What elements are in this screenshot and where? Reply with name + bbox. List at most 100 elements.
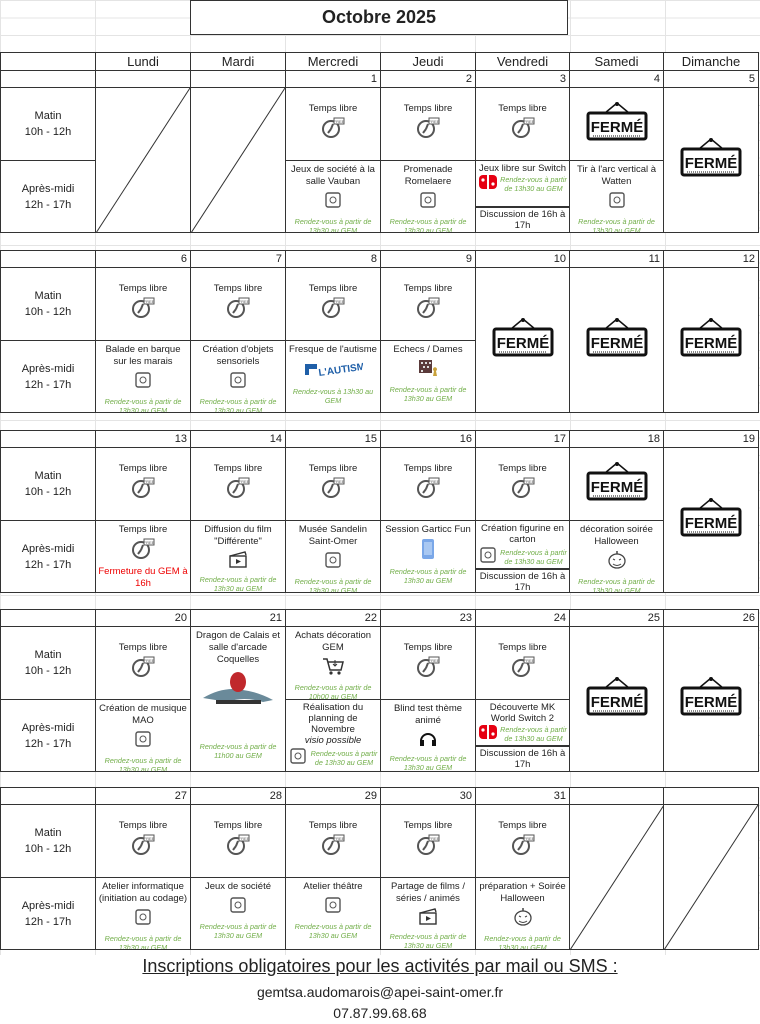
activity-title: préparation + Soirée Halloween — [479, 881, 566, 904]
afternoon-slot-label: Après-midi 12h - 17h — [0, 160, 96, 233]
svg-text:FREE: FREE — [429, 119, 440, 124]
activity-extra: Discussion de 16h à 17h — [476, 568, 569, 592]
activity-title: Blind test thème animé — [393, 703, 463, 726]
svg-text:L'AUTISME: L'AUTISME — [318, 361, 363, 379]
slot-name: Matin — [34, 470, 62, 482]
day-header-4: Vendredi — [475, 52, 570, 71]
closed-sign-icon: FERMÉ — [585, 461, 649, 507]
activity-title: Session Garticc Fun — [385, 524, 471, 535]
morning-activity: Temps libre FREE — [475, 626, 570, 700]
slot-hours: 10h - 12h — [24, 843, 72, 855]
day-header-5: Samedi — [569, 52, 664, 71]
day-date: 8 — [285, 250, 381, 268]
empty-day-cell — [569, 804, 664, 950]
slot-hours: 12h - 17h — [24, 558, 72, 571]
day-date: 9 — [380, 250, 476, 268]
closed-day-cell: FERMÉ — [569, 267, 664, 413]
cardboard-figure-icon — [478, 545, 498, 568]
day-header-1: Mardi — [190, 52, 286, 71]
board-game-icon — [323, 190, 343, 214]
day-date: 20 — [95, 609, 191, 627]
afternoon-activity: Jeux libre sur Switch Rendez-vous à parti… — [475, 160, 570, 233]
activity-title: Balade en barque sur les marais — [105, 344, 181, 367]
activity-extra: Discussion de 16h à 17h — [476, 745, 569, 771]
activity-note: Rendez-vous à partir de 13h30 au GEM — [578, 217, 655, 233]
activity-title: Temps libre — [498, 642, 547, 653]
page-title: Octobre 2025 — [190, 0, 568, 35]
day-date: 6 — [95, 250, 191, 268]
closed-sign-icon: FERMÉ — [679, 137, 743, 183]
contact-email[interactable]: gemtsa.audomarois@apei-saint-omer.fr — [256, 984, 504, 1000]
day-header-6: Dimanche — [663, 52, 759, 71]
activity-note: Rendez-vous à partir de 13h30 au GEM — [199, 575, 277, 593]
shopping-cart-icon — [322, 656, 344, 680]
activity-title: Atelier théâtre — [303, 881, 363, 892]
svg-text:FREE: FREE — [239, 836, 250, 841]
activity-title: Création de musique MAO — [99, 703, 187, 726]
afternoon-activity: Musée Sandelin Saint-Omer Rendez-vous à p… — [285, 520, 381, 593]
day-header-0: Lundi — [95, 52, 191, 71]
morning-activity: Temps libre FREE — [475, 447, 570, 521]
svg-text:FREE: FREE — [144, 540, 155, 545]
afternoon-activity: Création de musique MAO Rendez-vous à par… — [95, 699, 191, 772]
closing-alert: Fermeture du GEM à 16h — [98, 566, 188, 589]
activity-title: Création d'objets sensoriels — [202, 344, 274, 367]
switch-console-icon — [478, 724, 498, 743]
activity-info-row: Rendez-vous à partir de 13h30 au GEM — [478, 724, 567, 743]
dragon-icon — [198, 668, 278, 712]
day-date: 25 — [569, 609, 664, 627]
activity-title: Temps libre — [308, 820, 358, 831]
slot-hours: 12h - 17h — [24, 198, 72, 211]
free-time-clock-icon: FREE — [226, 834, 250, 860]
slot-hours: 12h - 17h — [24, 737, 72, 750]
afternoon-activity: Réalisation du planning de Novembre visio… — [285, 699, 381, 772]
morning-activity: FERMÉ — [569, 87, 664, 161]
activity-title: Temps libre — [403, 283, 453, 294]
morning-activity: Temps libre FREE — [95, 804, 191, 878]
activity-title: Musée Sandelin Saint-Omer — [298, 524, 368, 547]
free-time-clock-icon: FREE — [131, 538, 155, 564]
day-date: 28 — [190, 787, 286, 805]
activity-note: Rendez-vous à partir de 11h00 au GEM — [199, 742, 277, 760]
week-date-label-blank — [0, 70, 96, 88]
closed-sign-icon: FERMÉ — [585, 676, 649, 722]
svg-text:FREE: FREE — [429, 658, 440, 663]
day-date: 16 — [380, 430, 476, 448]
activity-title: Découverte MK World Switch 2 — [489, 702, 556, 724]
activity-title: décoration soirée Halloween — [580, 524, 653, 547]
activity-title: Promenade Romelaere — [403, 164, 453, 187]
morning-activity: Temps libre FREE — [95, 626, 191, 700]
morning-activity: Temps libre FREE — [380, 447, 476, 521]
clapperboard-icon — [228, 550, 248, 572]
activity-title: Jeux de société — [204, 881, 271, 892]
activity-note: Rendez-vous à partir de 13h30 au GEM — [104, 934, 182, 950]
activity-note: Rendez-vous à partir de 13h30 au GEM — [199, 922, 277, 940]
full-day-activity: Dragon de Calais et salle d'arcade Coque… — [190, 626, 286, 772]
activity-title: Tir à l'arc vertical à Watten — [576, 164, 657, 187]
closed-day-cell: FERMÉ — [475, 267, 570, 413]
activity-info-row: Rendez-vous à partir de 13h30 au GEM — [478, 174, 567, 193]
week-date-label-blank — [0, 430, 96, 448]
activity-note: Rendez-vous à partir de 13h30 au GEM — [500, 547, 567, 566]
day-date — [569, 787, 664, 805]
svg-text:FREE: FREE — [239, 479, 250, 484]
afternoon-activity: Jeux de société à la salle Vauban Rendez-… — [285, 160, 381, 233]
activity-note: Rendez-vous à partir de 13h30 au GEM — [389, 385, 467, 403]
afternoon-activity: Blind test thème animé Rendez-vous à part… — [380, 699, 476, 772]
day-date: 21 — [190, 609, 286, 627]
activity-title: Temps libre — [213, 820, 263, 831]
svg-text:FREE: FREE — [144, 836, 155, 841]
activity-title: Temps libre — [403, 820, 453, 831]
theatre-masks-icon — [323, 895, 343, 919]
week-date-label-blank — [0, 250, 96, 268]
svg-text:FREE: FREE — [239, 299, 250, 304]
morning-activity: Temps libre FREE — [475, 87, 570, 161]
empty-day-cell — [95, 87, 191, 233]
svg-text:FERMÉ: FERMÉ — [685, 515, 738, 532]
day-date: 3 — [475, 70, 570, 88]
day-date: 7 — [190, 250, 286, 268]
activity-note: Rendez-vous à partir de 13h30 au GEM — [104, 397, 182, 413]
afternoon-activity: Partage de films / séries / animés Rendez… — [380, 877, 476, 950]
contact-phone[interactable]: 07.87.99.68.68 — [333, 1005, 427, 1021]
activity-title: Temps libre — [403, 642, 453, 653]
